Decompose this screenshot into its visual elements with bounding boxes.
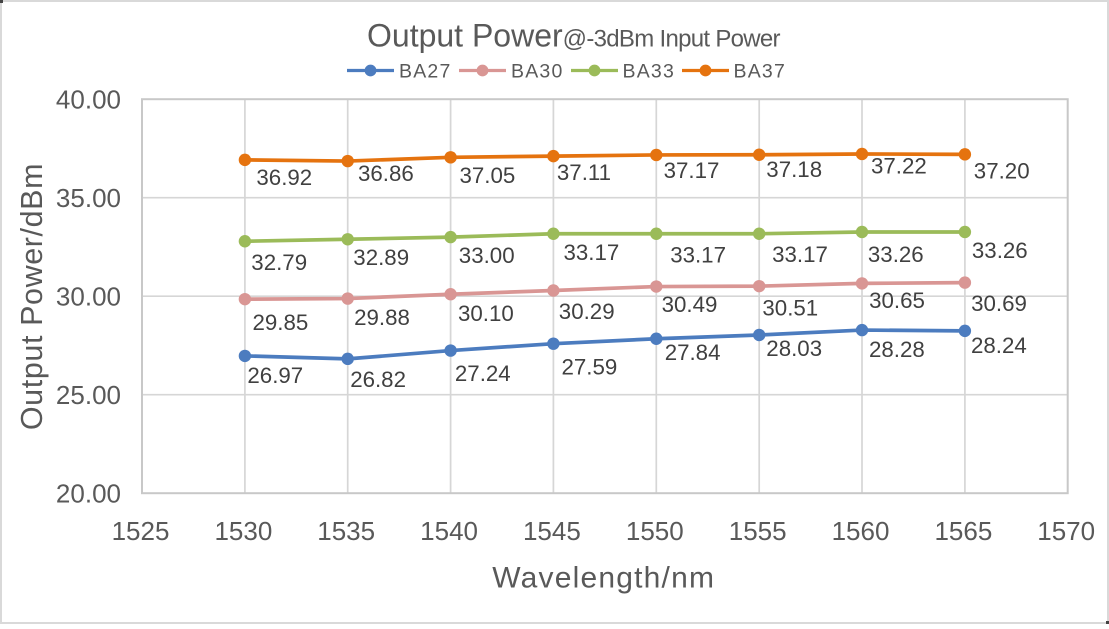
svg-text:Output Power/dBm: Output Power/dBm [15, 163, 49, 430]
svg-text:40.00: 40.00 [56, 85, 121, 115]
svg-text:1570: 1570 [1037, 516, 1095, 546]
svg-text:30.00: 30.00 [56, 282, 121, 312]
svg-text:36.86: 36.86 [358, 161, 414, 186]
svg-text:30.65: 30.65 [869, 288, 925, 313]
svg-text:1535: 1535 [317, 516, 375, 546]
svg-text:1540: 1540 [420, 516, 478, 546]
svg-text:33.00: 33.00 [459, 243, 515, 268]
svg-text:36.92: 36.92 [256, 165, 312, 190]
svg-text:33.26: 33.26 [972, 238, 1028, 263]
svg-text:37.05: 37.05 [460, 163, 516, 188]
svg-text:26.82: 26.82 [350, 367, 406, 392]
svg-text:27.59: 27.59 [562, 354, 618, 379]
svg-text:37.20: 37.20 [974, 159, 1030, 184]
svg-text:BA27: BA27 [399, 61, 452, 83]
svg-text:33.26: 33.26 [868, 242, 924, 267]
svg-text:29.88: 29.88 [354, 305, 410, 330]
svg-text:33.17: 33.17 [772, 242, 828, 267]
svg-text:28.03: 28.03 [766, 336, 822, 361]
svg-text:33.17: 33.17 [564, 240, 620, 265]
svg-text:1565: 1565 [934, 516, 992, 546]
svg-text:25.00: 25.00 [56, 380, 121, 410]
svg-text:30.10: 30.10 [458, 301, 514, 326]
svg-text:BA30: BA30 [511, 61, 564, 83]
svg-text:1525: 1525 [112, 516, 170, 546]
svg-text:28.28: 28.28 [869, 337, 925, 362]
svg-text:30.69: 30.69 [971, 291, 1027, 316]
svg-text:1560: 1560 [832, 516, 890, 546]
svg-text:35.00: 35.00 [56, 183, 121, 213]
svg-text:37.17: 37.17 [664, 158, 720, 183]
svg-text:1555: 1555 [729, 516, 787, 546]
svg-text:37.18: 37.18 [766, 157, 822, 182]
svg-text:27.84: 27.84 [665, 340, 721, 365]
svg-text:1545: 1545 [523, 516, 581, 546]
svg-text:32.79: 32.79 [251, 250, 307, 275]
svg-text:33.17: 33.17 [670, 243, 726, 268]
svg-text:26.97: 26.97 [247, 363, 303, 388]
svg-text:1530: 1530 [214, 516, 272, 546]
svg-text:BA37: BA37 [734, 61, 787, 83]
svg-text:Wavelength/nm: Wavelength/nm [492, 562, 715, 595]
svg-text:30.49: 30.49 [662, 292, 718, 317]
svg-text:30.29: 30.29 [559, 299, 615, 324]
svg-text:BA33: BA33 [623, 61, 676, 83]
svg-text:27.24: 27.24 [455, 361, 511, 386]
svg-text:1550: 1550 [626, 516, 684, 546]
svg-text:37.22: 37.22 [871, 153, 927, 178]
svg-text:37.11: 37.11 [557, 160, 611, 185]
svg-text:32.89: 32.89 [353, 245, 409, 270]
svg-text:30.51: 30.51 [762, 296, 818, 321]
svg-text:28.24: 28.24 [971, 333, 1027, 358]
svg-text:20.00: 20.00 [56, 479, 121, 509]
svg-text:29.85: 29.85 [253, 310, 309, 335]
